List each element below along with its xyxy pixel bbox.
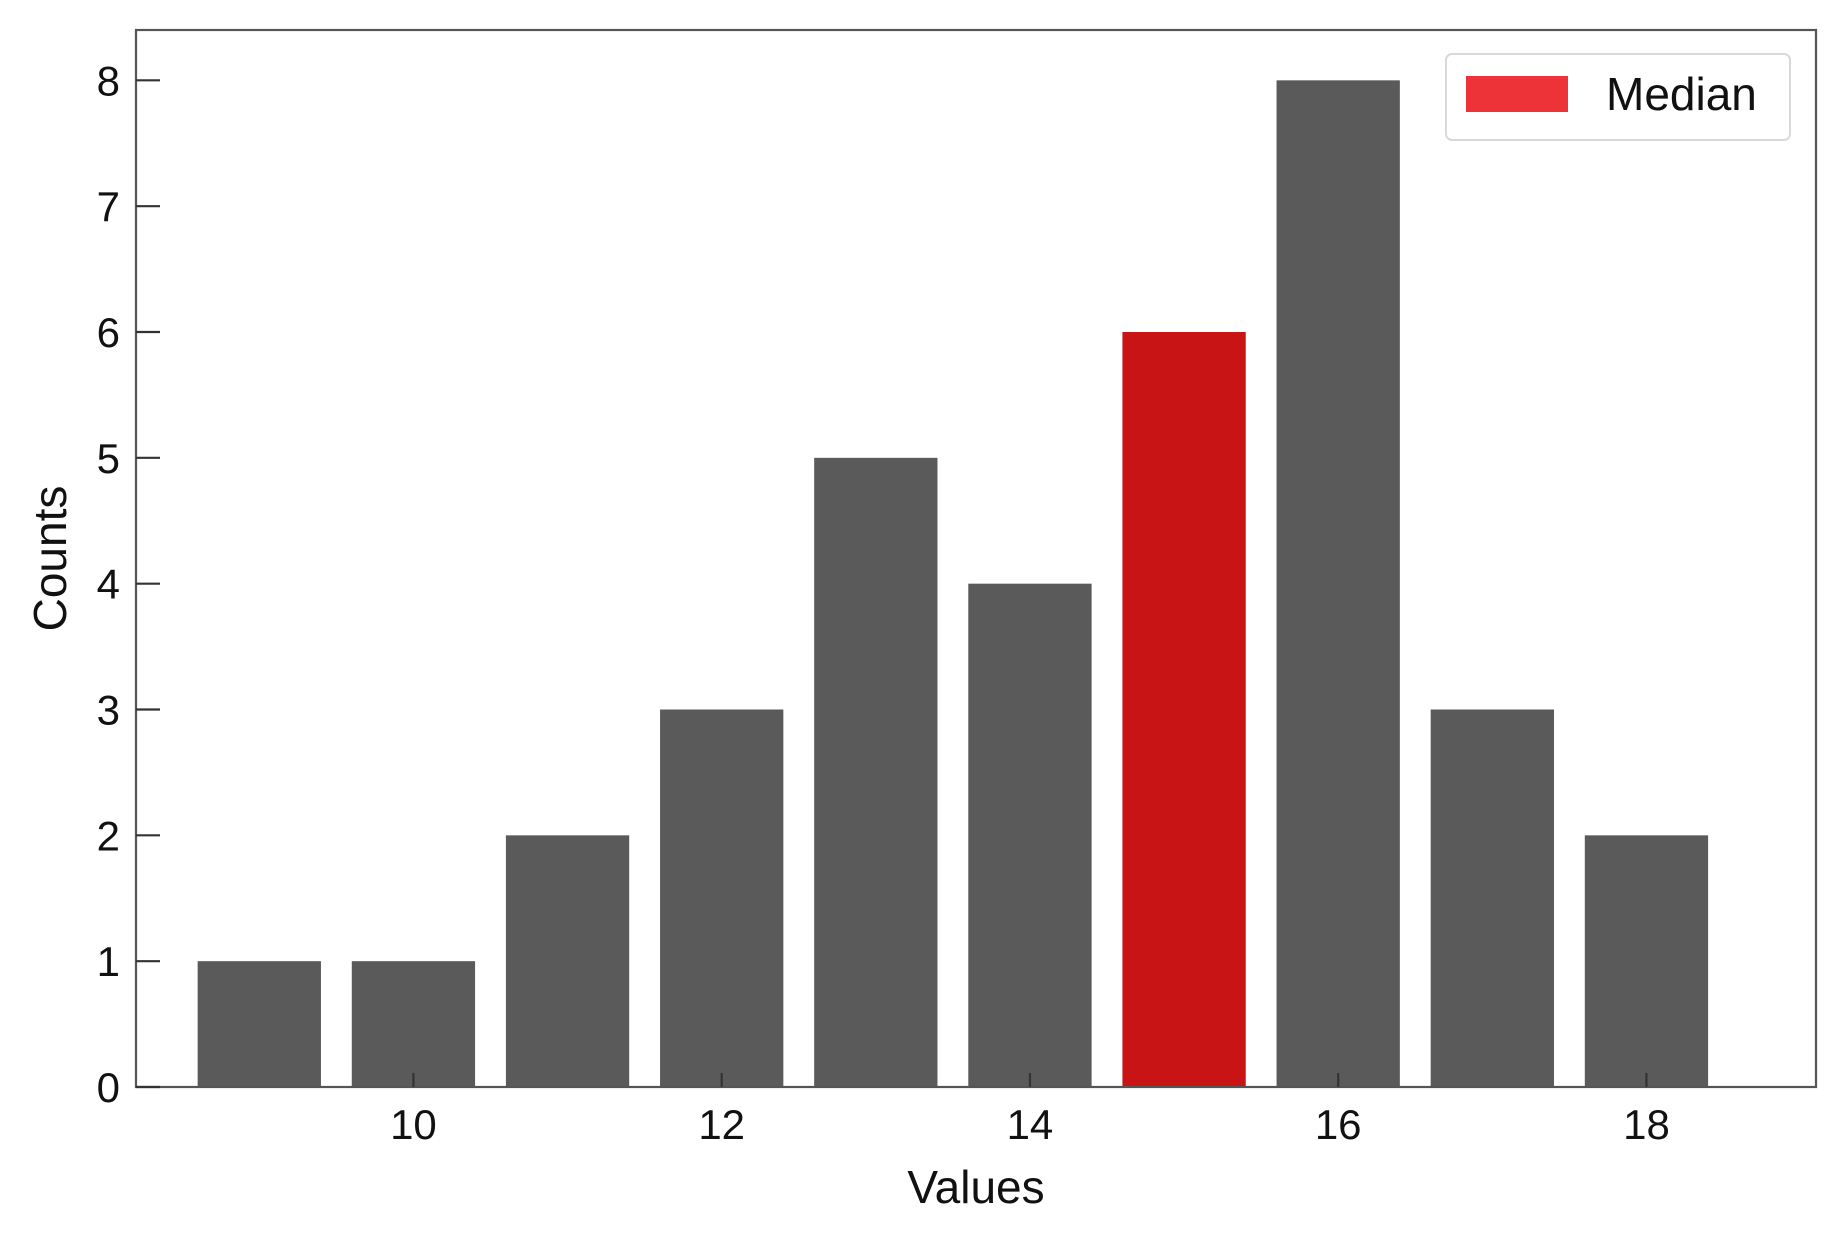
bar [505, 835, 630, 1087]
y-axis-title: Counts [24, 486, 76, 632]
bar [351, 961, 476, 1087]
x-tick-label: 14 [1007, 1101, 1054, 1148]
bar [1584, 835, 1709, 1087]
y-tick-label: 2 [97, 812, 120, 859]
legend: Median [1445, 53, 1791, 141]
y-tick-label: 5 [97, 435, 120, 482]
y-tick-label: 7 [97, 183, 120, 230]
legend-patch [1466, 76, 1568, 112]
x-tick-label: 16 [1315, 1101, 1362, 1148]
x-tick-label: 18 [1623, 1101, 1670, 1148]
axes-layer [134, 28, 1818, 1089]
legend-label: Median [1606, 68, 1757, 120]
bar [968, 583, 1092, 1087]
x-tick-label: 10 [390, 1101, 437, 1148]
plot-frame [134, 28, 1818, 1089]
median-bar [1122, 332, 1246, 1087]
bar [197, 961, 321, 1087]
bar [814, 457, 938, 1087]
y-tick-label: 8 [97, 57, 120, 104]
bars-layer [197, 80, 1709, 1088]
y-tick-label: 3 [97, 687, 120, 734]
legend-box [1445, 53, 1791, 141]
bar [660, 709, 784, 1087]
y-tick-label: 6 [97, 309, 120, 356]
x-tick-label: 12 [698, 1101, 745, 1148]
y-tick-label: 1 [97, 938, 120, 985]
y-tick-label: 0 [97, 1064, 120, 1111]
bar [1430, 709, 1554, 1087]
x-axis-title: Values [907, 1161, 1044, 1213]
y-tick-label: 4 [97, 561, 120, 608]
bar [1276, 80, 1400, 1088]
